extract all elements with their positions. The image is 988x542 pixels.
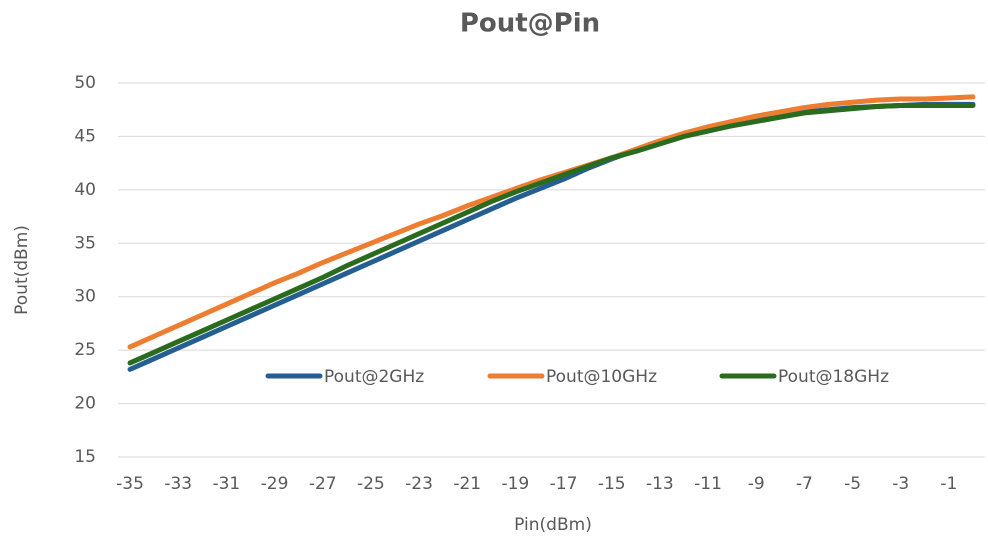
y-tick-label: 45 — [74, 126, 96, 146]
y-tick-label: 30 — [74, 287, 96, 307]
x-tick-label: -3 — [892, 474, 909, 494]
y-tick-label: 50 — [74, 73, 96, 93]
x-tick-label: -23 — [405, 474, 433, 494]
y-tick-label: 40 — [74, 180, 96, 200]
x-tick-label: -29 — [261, 474, 289, 494]
x-tick-label: -17 — [550, 474, 578, 494]
x-tick-label: -35 — [116, 474, 144, 494]
legend-label: Pout@18GHz — [778, 367, 889, 387]
y-tick-label: 15 — [74, 447, 96, 467]
x-tick-label: -15 — [598, 474, 626, 494]
x-tick-label: -5 — [844, 474, 861, 494]
series-line — [127, 101, 976, 372]
x-tick-label: -33 — [164, 474, 192, 494]
x-tick-label: -31 — [212, 474, 240, 494]
y-tick-label: 20 — [74, 394, 96, 414]
y-tick-label: 25 — [74, 340, 96, 360]
x-tick-label: -25 — [357, 474, 385, 494]
x-tick-label: -9 — [748, 474, 765, 494]
chart-title: Pout@Pin — [460, 9, 600, 39]
x-tick-label: -11 — [694, 474, 722, 494]
x-tick-label: -21 — [453, 474, 481, 494]
x-tick-label: -1 — [940, 474, 957, 494]
legend-label: Pout@10GHz — [546, 367, 657, 387]
x-tick-label: -27 — [309, 474, 337, 494]
legend-label: Pout@2GHz — [324, 367, 424, 387]
x-tick-label: -13 — [646, 474, 674, 494]
x-axis-label: Pin(dBm) — [514, 515, 592, 535]
series-line — [127, 94, 976, 350]
y-axis-label: Pout(dBm) — [12, 225, 32, 315]
series-line — [127, 102, 976, 366]
y-tick-label: 35 — [74, 233, 96, 253]
x-tick-label: -19 — [501, 474, 529, 494]
x-tick-label: -7 — [796, 474, 813, 494]
